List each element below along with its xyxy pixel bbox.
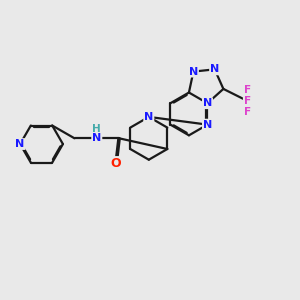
Text: N: N — [203, 98, 212, 108]
Text: N: N — [189, 67, 198, 76]
Text: F: F — [244, 96, 251, 106]
Text: N: N — [210, 64, 219, 74]
Text: N: N — [203, 120, 212, 130]
Text: F: F — [244, 85, 251, 94]
Text: F: F — [244, 107, 251, 117]
Text: N: N — [16, 139, 25, 149]
Text: N: N — [92, 133, 101, 143]
Text: H: H — [92, 124, 101, 134]
Text: N: N — [144, 112, 153, 122]
Text: O: O — [111, 157, 122, 170]
